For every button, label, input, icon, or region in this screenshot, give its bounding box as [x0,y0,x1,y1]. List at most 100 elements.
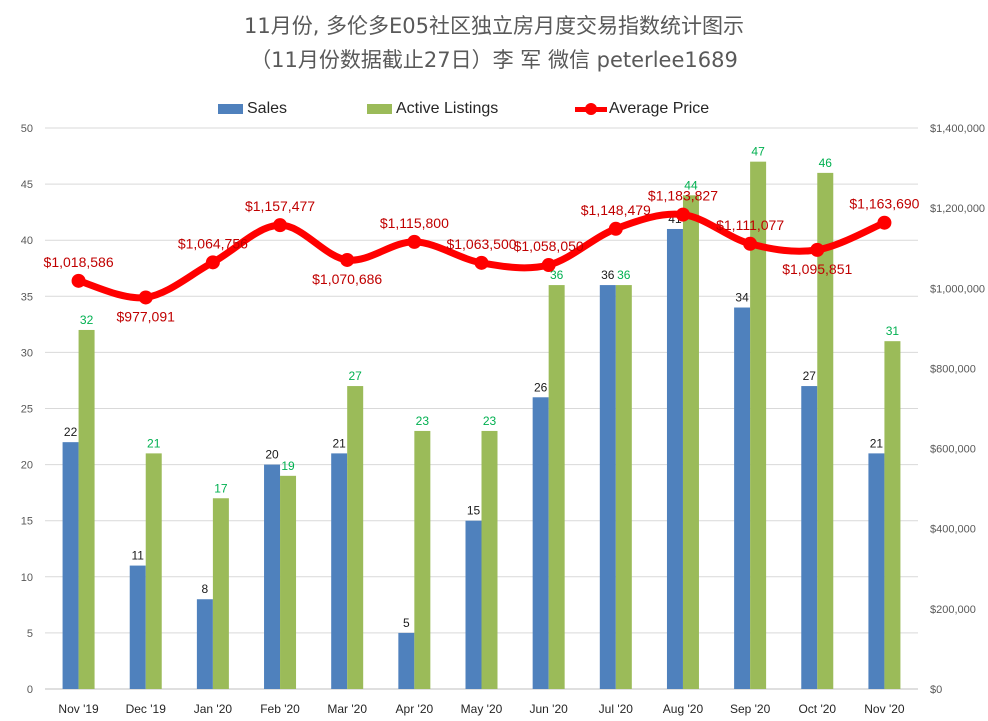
x-tick-label: Mar '20 [327,702,367,716]
sales-bar [734,307,751,689]
active-listings-bar [750,161,767,689]
active-listings-bar [280,475,297,689]
y-tick-label: 25 [21,404,33,416]
active-listings-bar [481,430,498,689]
average-price-point [810,242,825,257]
average-price-data-label: $1,095,851 [782,261,852,277]
average-price-data-label: $1,111,077 [716,217,784,233]
active-listings-data-label: 19 [281,459,295,473]
average-price-point [71,273,86,288]
legend-active-label: Active Listings [396,100,499,117]
legend-sales-swatch [218,104,243,114]
sales-data-label: 11 [131,549,144,563]
x-tick-label: Sep '20 [730,702,771,716]
y-tick-label: 45 [21,179,33,191]
legend-item-average-price: Average Price [575,99,709,119]
legend-active-swatch [367,104,392,114]
sales-bar [129,565,146,689]
x-tick-label: Nov '19 [58,702,99,716]
sales-bar [264,464,281,689]
active-listings-bar [548,285,565,689]
active-listings-data-label: 44 [684,178,698,192]
y-tick-label: 10 [21,572,33,584]
average-price-data-label: $1,183,827 [648,188,718,204]
average-price-point [474,255,489,270]
active-listings-data-label: 23 [483,414,497,428]
active-listings-bar [817,172,834,689]
y2-tick-label: $200,000 [930,604,976,616]
sales-bar [801,386,818,689]
average-price-data-label: $1,064,756 [178,235,248,251]
average-price-point [877,215,892,230]
x-tick-label: Apr '20 [396,702,434,716]
y-tick-label: 5 [27,628,33,640]
sales-data-label: 15 [467,504,481,518]
x-tick-label: Nov '20 [864,702,905,716]
y2-tick-label: $1,400,000 [930,123,985,135]
active-listings-bar [212,498,229,689]
y-tick-label: 15 [21,516,33,528]
sales-bar [196,599,213,689]
active-listings-bar [682,195,699,689]
average-price-point [340,252,355,267]
x-tick-label: Dec '19 [126,702,167,716]
active-listings-bar [884,341,901,689]
average-price-point [608,221,623,236]
y2-tick-label: $1,000,000 [930,283,985,295]
sales-data-label: 36 [601,268,615,282]
average-price-data-label: $1,018,586 [44,254,114,270]
sales-data-label: 8 [202,582,209,596]
active-listings-bar [414,430,431,689]
average-price-point [541,258,556,273]
active-listings-data-label: 27 [349,369,363,383]
sales-data-label: 34 [735,291,749,305]
active-listings-bar [615,285,632,689]
average-price-data-label: $1,063,500 [446,236,516,252]
sales-bar [599,285,616,689]
active-listings-bar [347,386,364,689]
sales-bar [465,520,482,689]
sales-data-label: 21 [333,436,347,450]
average-price-point [743,236,758,251]
sales-bar [62,442,79,689]
average-price-point [205,255,220,270]
chart-title-line-1: 11月份, 多伦多E05社区独立房月度交易指数统计图示 [243,14,745,38]
sales-data-label: 26 [534,380,548,394]
active-listings-bar [145,453,162,689]
sales-data-label: 27 [803,369,817,383]
active-listings-data-label: 23 [416,414,430,428]
y2-tick-label: $1,200,000 [930,203,985,215]
active-listings-data-label: 21 [147,436,161,450]
average-price-data-label: $1,058,050 [514,238,584,254]
legend-price-label: Average Price [609,100,710,117]
average-price-point [138,290,153,305]
y-tick-label: 50 [21,123,33,135]
active-listings-data-label: 32 [80,313,94,327]
active-listings-data-label: 31 [886,324,900,338]
sales-bar [666,228,683,690]
sales-bar [331,453,348,689]
sales-data-label: 5 [403,616,410,630]
y2-tick-label: $600,000 [930,444,976,456]
sales-bar [868,453,885,689]
average-price-point [273,218,288,233]
x-tick-label: Aug '20 [663,702,704,716]
legend-price-swatch [575,99,607,119]
sales-data-label: 21 [870,436,884,450]
sales-bar [532,397,549,689]
y2-tick-label: $800,000 [930,363,976,375]
y-tick-label: 20 [21,460,33,472]
y-tick-label: 35 [21,291,33,303]
sales-data-label: 20 [265,448,279,462]
sales-bar [398,632,415,689]
active-listings-data-label: 46 [819,156,833,170]
average-price-point [675,207,690,222]
active-listings-data-label: 17 [214,481,228,495]
y2-tick-label: $0 [930,684,942,696]
chart-title-line-2: （11月份数据截止27日）李 军 微信 peterlee1689 [250,48,738,72]
average-price-data-label: $1,163,690 [849,196,919,212]
x-tick-label: Feb '20 [260,702,300,716]
x-tick-label: Oct '20 [798,702,836,716]
